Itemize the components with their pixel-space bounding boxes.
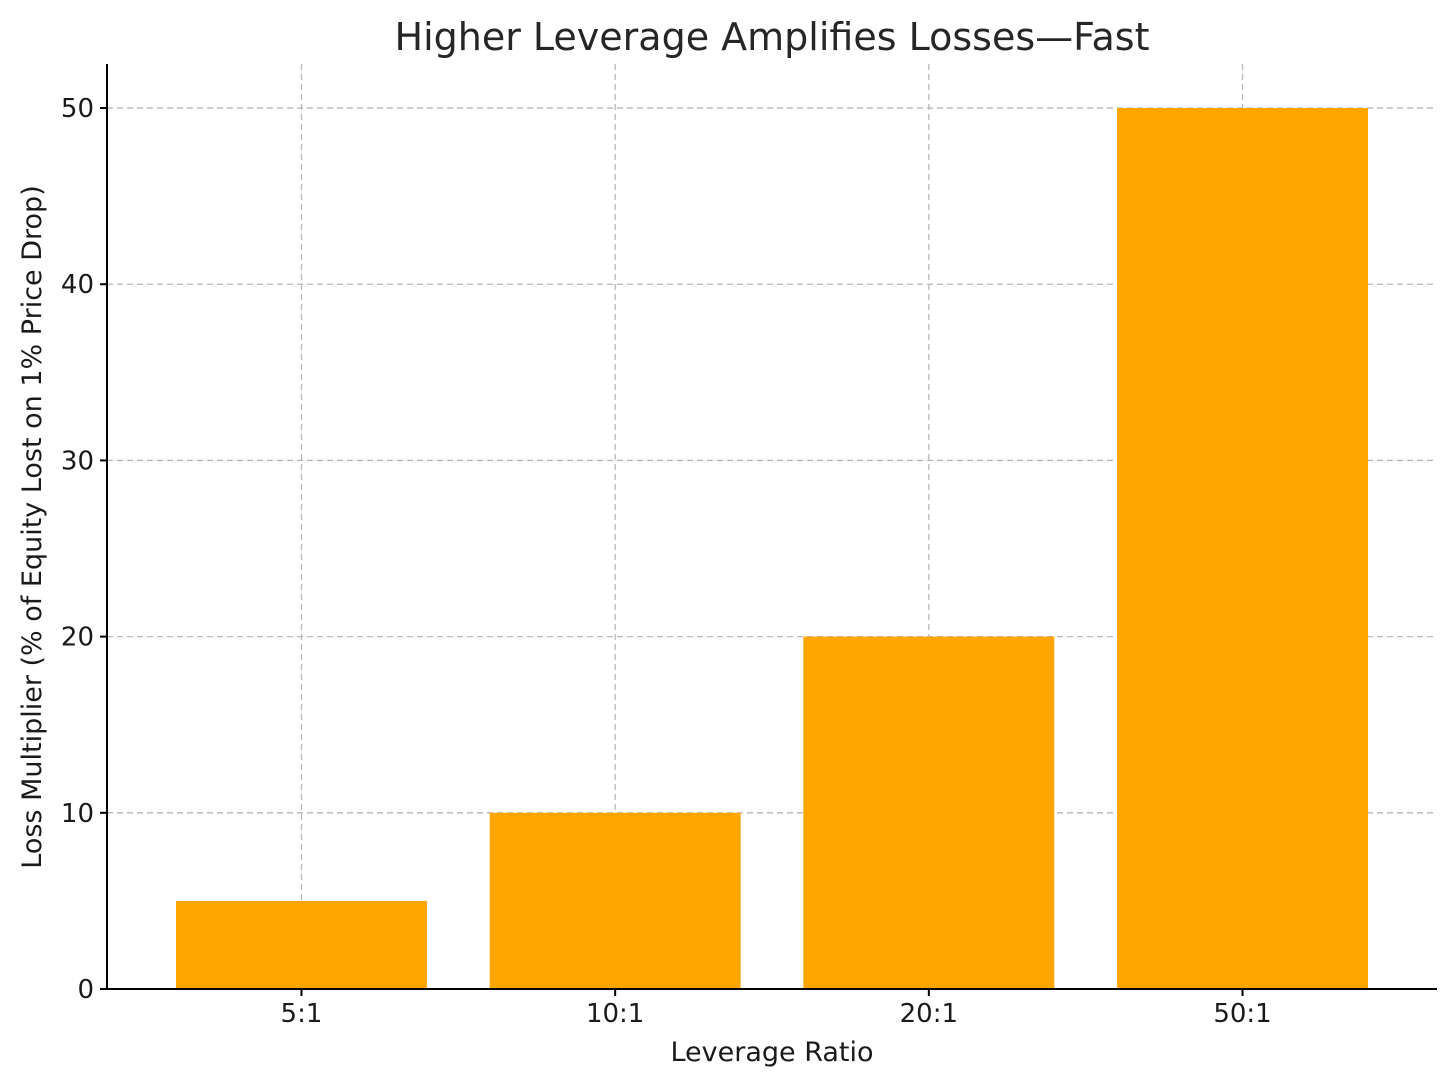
grid: [107, 64, 1437, 990]
bars: [176, 108, 1368, 990]
y-tick-label: 40: [61, 270, 94, 300]
x-tick-label: 5:1: [281, 999, 323, 1029]
y-tick-label: 30: [61, 446, 94, 476]
x-tick-label: 50:1: [1213, 999, 1271, 1029]
y-tick-label: 20: [61, 623, 94, 653]
y-tick-label: 0: [77, 975, 94, 1005]
x-tick-label: 10:1: [586, 999, 644, 1029]
axes: [106, 64, 1437, 990]
y-tick-label: 10: [61, 799, 94, 829]
bar-5-to-1: [176, 900, 427, 989]
bar-50-to-1: [1117, 108, 1368, 990]
y-ticks: 0 10 20 30 40 50: [61, 94, 107, 1005]
x-ticks: 5:1 10:1 20:1 50:1: [281, 989, 1272, 1029]
bar-10-to-1: [489, 812, 741, 989]
bar-20-to-1: [803, 636, 1055, 989]
x-axis-label: Leverage Ratio: [670, 1037, 873, 1068]
y-axis-label: Loss Multiplier (% of Equity Lost on 1% …: [17, 185, 48, 868]
x-tick-label: 20:1: [900, 999, 958, 1029]
y-tick-label: 50: [61, 94, 94, 124]
chart-title: Higher Leverage Amplifies Losses—Fast: [395, 15, 1150, 59]
